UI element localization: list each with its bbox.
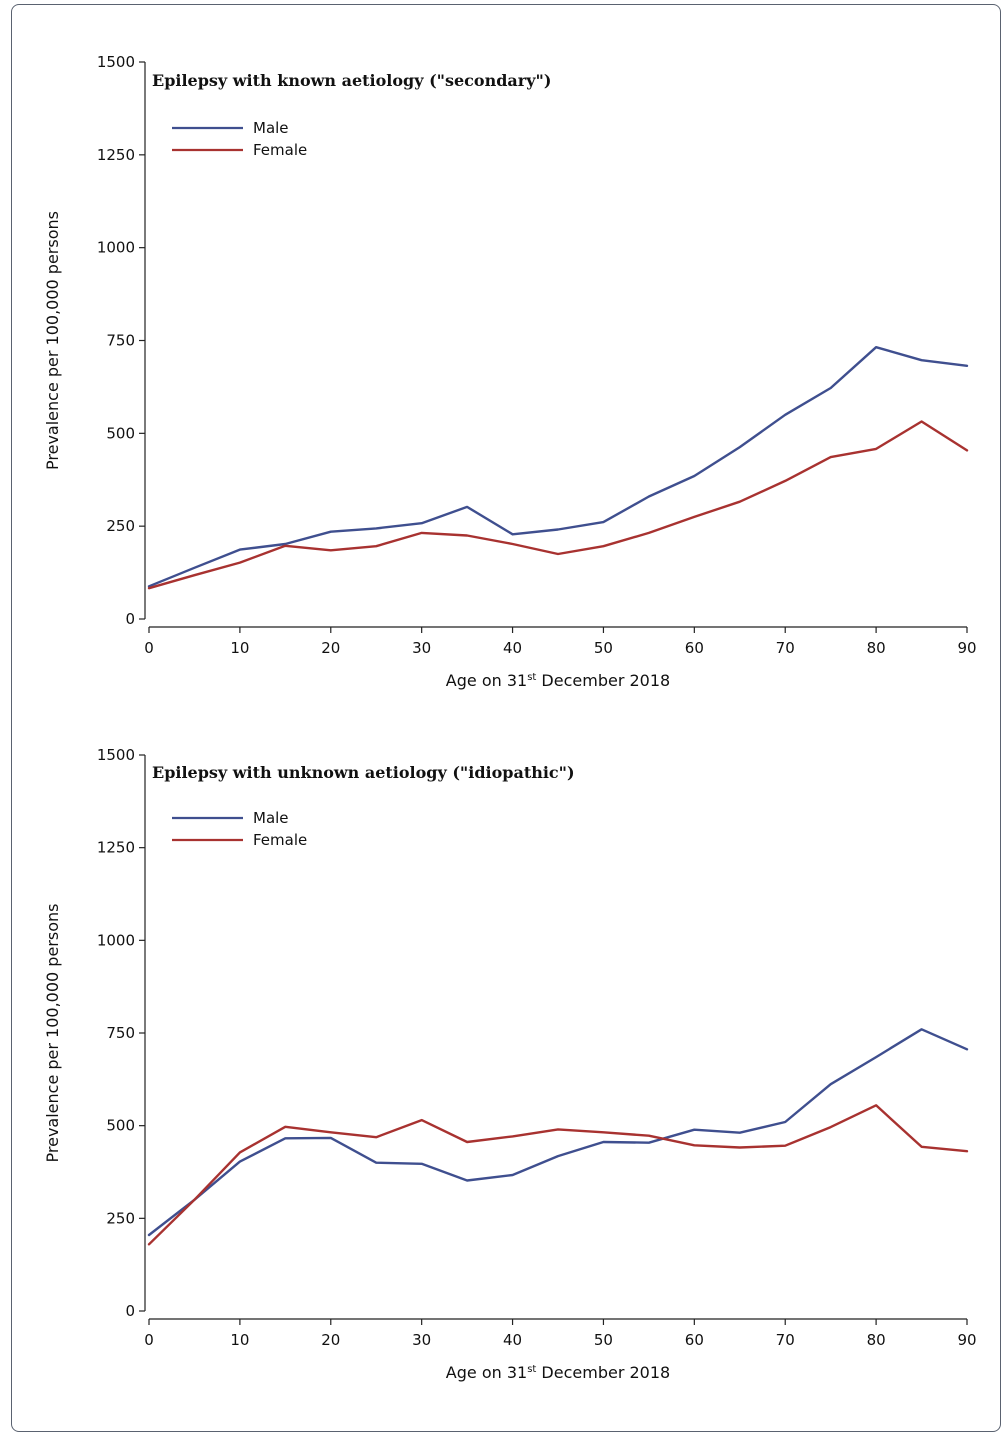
x-tick-label: 80 xyxy=(867,639,886,657)
x-tick-label: 80 xyxy=(867,1331,886,1349)
y-tick-label: 1250 xyxy=(97,839,135,857)
chart-panel-secondary: Epilepsy with known aetiology ("secondar… xyxy=(43,53,977,690)
x-tick-label: 40 xyxy=(503,639,522,657)
x-tick-label: 70 xyxy=(776,1331,795,1349)
series-line-female xyxy=(147,420,969,590)
series-line-female xyxy=(147,1104,969,1246)
x-tick-label: 90 xyxy=(957,1331,976,1349)
y-tick-label: 1500 xyxy=(97,53,135,71)
y-tick-label: 1250 xyxy=(97,146,135,164)
y-axis-label: Prevalence per 100,000 persons xyxy=(43,904,62,1163)
x-tick-label: 70 xyxy=(776,639,795,657)
x-tick-label: 10 xyxy=(230,639,249,657)
y-axis-label: Prevalence per 100,000 persons xyxy=(43,211,62,470)
legend-label-male: Male xyxy=(253,809,289,827)
series-line-male xyxy=(147,346,969,588)
chart-title: Epilepsy with unknown aetiology ("idiopa… xyxy=(152,763,575,782)
x-tick-label: 20 xyxy=(321,1331,340,1349)
x-tick-label: 40 xyxy=(503,1331,522,1349)
x-tick-label: 0 xyxy=(144,1331,154,1349)
x-axis-label: Age on 31st December 2018 xyxy=(446,671,670,690)
legend-label-female: Female xyxy=(253,141,307,159)
y-tick-label: 0 xyxy=(125,610,135,628)
y-tick-label: 1000 xyxy=(97,239,135,257)
chart-panel-idiopathic: Epilepsy with unknown aetiology ("idiopa… xyxy=(43,746,977,1382)
legend: Male Female xyxy=(172,809,307,849)
y-tick-label: 0 xyxy=(125,1302,135,1320)
x-tick-label: 20 xyxy=(321,639,340,657)
y-tick-label: 250 xyxy=(106,517,135,535)
y-tick-label: 1500 xyxy=(97,746,135,764)
x-tick-label: 90 xyxy=(957,639,976,657)
legend-label-female: Female xyxy=(253,831,307,849)
y-tick-label: 750 xyxy=(106,332,135,350)
figure-frame xyxy=(11,4,1001,1432)
x-tick-label: 60 xyxy=(685,639,704,657)
chart-title: Epilepsy with known aetiology ("secondar… xyxy=(152,71,551,90)
x-tick-label: 60 xyxy=(685,1331,704,1349)
y-tick-label: 1000 xyxy=(97,931,135,949)
y-tick-label: 500 xyxy=(106,424,135,442)
y-tick-label: 500 xyxy=(106,1117,135,1135)
x-tick-label: 50 xyxy=(594,639,613,657)
x-tick-label: 30 xyxy=(412,1331,431,1349)
x-tick-label: 50 xyxy=(594,1331,613,1349)
x-tick-label: 30 xyxy=(412,639,431,657)
series-line-male xyxy=(147,1028,969,1237)
x-tick-label: 0 xyxy=(144,639,154,657)
legend-label-male: Male xyxy=(253,119,289,137)
y-tick-label: 250 xyxy=(106,1209,135,1227)
x-axis-label: Age on 31st December 2018 xyxy=(446,1363,670,1382)
legend: Male Female xyxy=(172,119,307,159)
y-tick-label: 750 xyxy=(106,1024,135,1042)
x-tick-label: 10 xyxy=(230,1331,249,1349)
